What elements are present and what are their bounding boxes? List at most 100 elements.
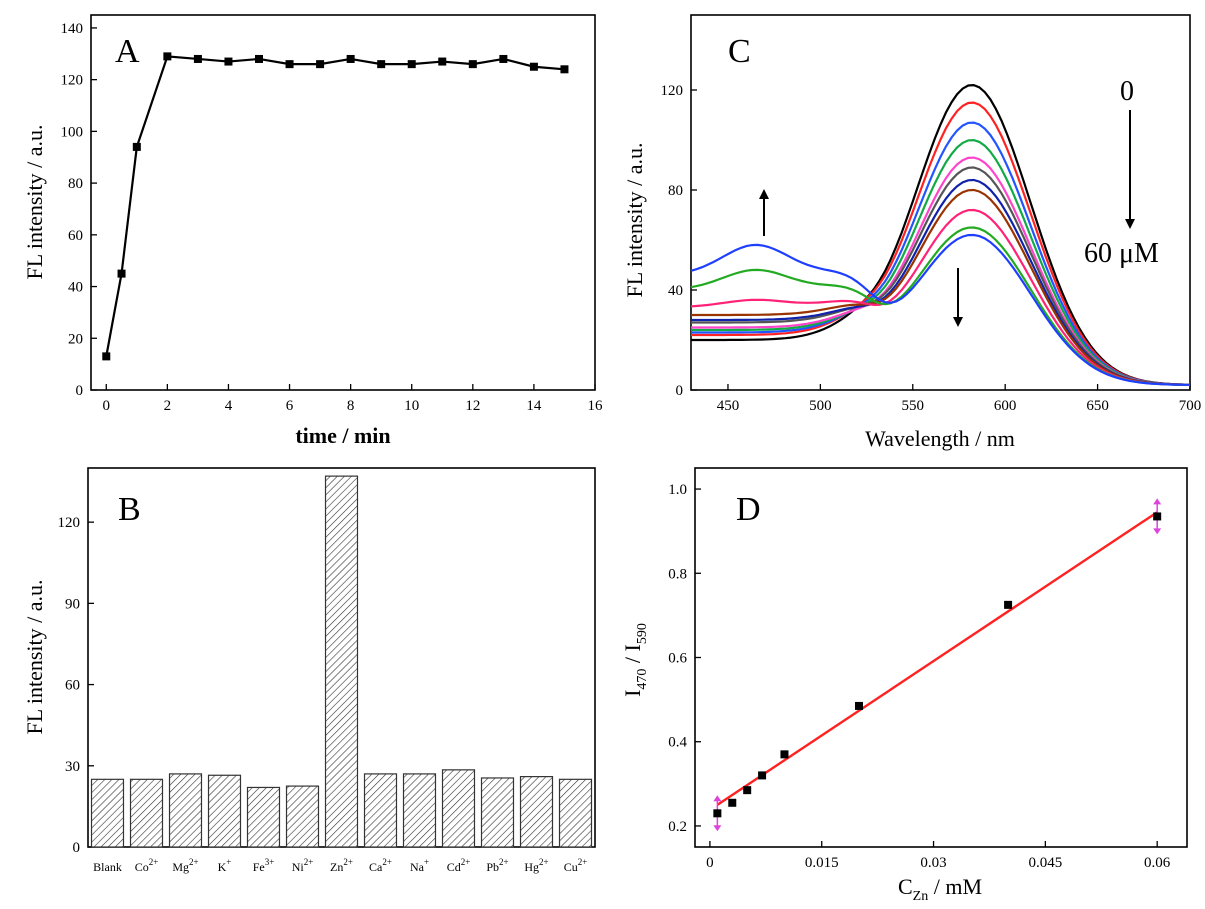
panel-d-point [728,798,737,807]
panel-b-bar [246,786,281,848]
panel-d-error-cap [713,825,722,832]
panel-d-point [1004,600,1013,609]
panel-c: C FL intensity / a.u. Wavelength / nm 0 … [622,14,1202,451]
panel-a-point [224,57,233,66]
panel-a-ytick-label: 80 [68,176,83,192]
panel-d-fit-line [716,511,1158,806]
panel-b-category-label: Co2+ [135,857,159,874]
panel-d-xtick-label: 0.06 [1144,855,1171,871]
panel-b-category-label: Ca2+ [369,857,392,874]
panel-c-xtick-label: 700 [1179,398,1202,414]
panel-c-ylabel: FL intensity / a.u. [622,142,647,297]
panel-d-ytick-label: 0.6 [668,651,687,667]
panel-d-letter: D [736,491,761,528]
panel-c-letter: C [728,33,751,70]
panel-c-xtick-label: 450 [717,398,740,414]
panel-a-xtick-label: 8 [347,398,355,414]
panel-c-annot-bottom: 60 μM [1084,238,1159,269]
panel-a-ytick-label: 20 [68,331,83,347]
panel-b-ytick-label: 90 [65,596,80,612]
panel-d-xlabel: CZn / mM [898,874,982,904]
panel-d-data [713,498,1162,832]
panel-b-ylabel: FL intensity / a.u. [22,579,47,734]
panel-d-error-cap [1153,528,1162,535]
panel-b-category-label: Fe3+ [253,857,275,874]
panel-b-ytick-label: 60 [65,678,80,694]
panel-d-error-cap [1153,498,1162,505]
panel-b-bar [558,778,593,848]
panel-a-xtick-label: 10 [404,398,419,414]
panel-a-ytick-label: 60 [68,228,83,244]
panel-b-bar [519,776,554,848]
panel-b-category-label: Ni2+ [292,857,314,874]
panel-a-point [102,352,111,361]
panel-a-xtick-label: 12 [465,398,480,414]
panel-d: D I470 / I590 CZn / mM 0 0.015 0.03 0.045 0.… [620,467,1188,904]
panel-c-xlabel: Wavelength / nm [865,426,1015,451]
panel-b-category-label: Cd2+ [447,857,471,874]
panel-a-ytick-label: 120 [61,73,84,89]
panel-b-category-label: Na+ [410,857,429,874]
panel-c-xtick-label: 650 [1086,398,1109,414]
panel-c-annot-top: 0 [1120,76,1134,107]
panel-c-frame [690,14,1191,391]
panel-c-ytick-label: 80 [668,183,683,199]
panel-b-ytick-label: 30 [65,759,80,775]
panel-b-bar [207,774,242,848]
panel-a-point [255,54,263,63]
panel-b-bar [285,785,320,848]
panel-d-ticks: 0 0.015 0.03 0.045 0.06 0.2 0.4 0.6 0.8 1.0 [668,482,1171,871]
panel-c-spectrum-line [691,83,1191,386]
panel-c-spectrum-line [691,178,1191,386]
panel-c-ytick-label: 40 [668,283,683,299]
panel-b-category-label: Zn2+ [330,857,353,874]
panel-c-spectrum-line [691,166,1191,386]
panel-d-ytick-label: 1.0 [668,482,687,498]
panel-a-point [346,54,355,63]
panel-c-ytick-label: 120 [661,83,684,99]
panel-a-point [163,52,172,61]
panel-a-xtick-label: 2 [164,398,172,414]
panel-a-point [499,54,508,63]
panel-a-point [560,65,569,74]
panel-c-data [690,83,1191,386]
panel-a-ytick-label: 140 [61,21,84,37]
panel-d-point [1153,512,1162,521]
panel-a: A FL intensity / a.u. time / min 0 2 4 6 8 10… [22,14,604,448]
panel-b-category-label: Blank [93,860,122,874]
panel-a-point [377,60,386,69]
panel-a-xtick-label: 6 [286,398,294,414]
panel-d-xtick-label: 0.045 [1028,855,1062,871]
panel-b: B FL intensity / a.u. 0 30 60 90 120 Blank Co2… [22,467,596,874]
panel-d-point [855,701,863,710]
panel-b-category-label: K+ [218,857,232,874]
panel-c-ticks: 450 500 550 600 650 700 0 40 80 120 [661,83,1202,414]
panel-c-spectrum-line [691,188,1191,386]
panel-b-bar [363,773,398,848]
panel-a-point [438,57,447,66]
panel-b-bar [168,773,203,848]
panel-a-point [468,60,477,69]
panel-b-category-label: Cu2+ [564,857,588,874]
panel-b-bar [441,769,476,848]
panel-a-point [407,60,416,69]
panel-a-letter: A [115,33,140,70]
panel-b-category-label: Pb2+ [486,857,508,874]
panel-a-ytick-label: 0 [76,383,84,399]
panel-d-point [713,809,722,818]
panel-c-xtick-label: 550 [902,398,925,414]
panel-d-xtick-label: 0.03 [920,855,946,871]
panel-a-xtick-label: 14 [526,398,542,414]
panel-a-series-line [105,55,565,357]
panel-a-xtick-label: 16 [588,398,604,414]
panel-a-ytick-label: 40 [68,280,83,296]
panel-a-point [193,54,202,63]
panel-c-spectrum-line [690,233,1190,386]
panel-b-bar [324,475,359,848]
panel-a-point [529,62,538,71]
panel-d-ytick-label: 0.4 [668,735,687,751]
panel-a-point [117,269,126,278]
panel-a-ytick-label: 100 [61,124,84,140]
panel-b-category-label: Hg2+ [524,857,548,874]
